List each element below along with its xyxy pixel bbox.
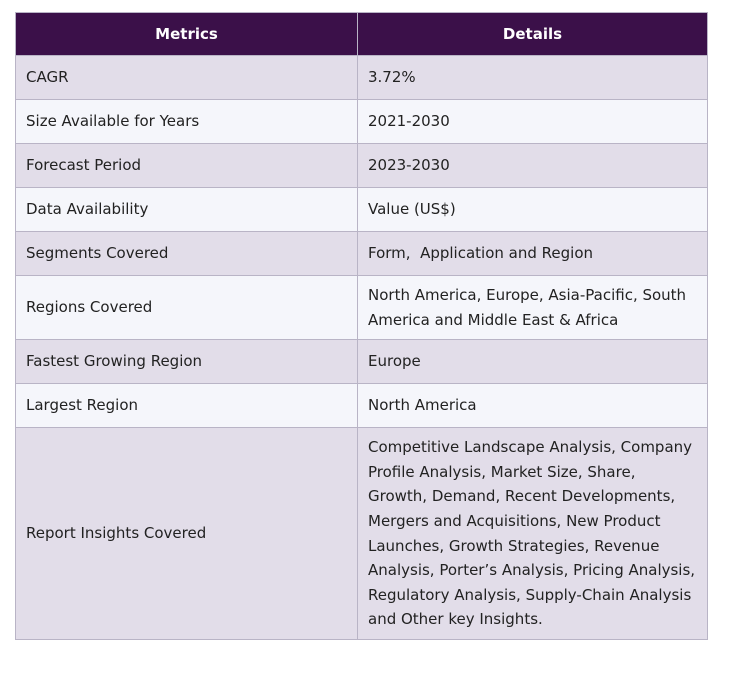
detail-cell: North America, Europe, Asia-Pacific, Sou… (357, 274, 708, 341)
metric-cell: Forecast Period (15, 143, 358, 188)
metric-cell: Size Available for Years (15, 99, 358, 144)
detail-cell: Europe (357, 339, 708, 385)
table-row: CAGR 3.72% (15, 55, 708, 100)
table-row: Data Availability Value (US$) (15, 187, 708, 232)
table-head: Metrics Details (15, 12, 708, 56)
table-row: Size Available for Years 2021-2030 (15, 99, 708, 144)
table-row: Regions Covered North America, Europe, As… (15, 274, 708, 341)
metric-cell: Fastest Growing Region (15, 339, 358, 385)
detail-cell: Competitive Landscape Analysis, Company … (357, 427, 708, 640)
detail-cell: North America (357, 383, 708, 429)
detail-cell: 2023-2030 (357, 143, 708, 188)
metric-cell: Regions Covered (15, 274, 358, 341)
table-row: Largest Region North America (15, 383, 708, 429)
table-body: CAGR 3.72% Size Available for Years 2021-20… (15, 55, 708, 640)
detail-cell: Value (US$) (357, 187, 708, 232)
header-cell: Details (357, 12, 708, 56)
metric-cell: Segments Covered (15, 231, 358, 276)
table-row: Fastest Growing Region Europe (15, 339, 708, 385)
metrics-table: Metrics Details CAGR 3.72% Size Available … (15, 12, 708, 640)
table-row: Segments Covered Form, Application and Re… (15, 231, 708, 276)
metric-cell: Data Availability (15, 187, 358, 232)
detail-cell: 3.72% (357, 55, 708, 100)
metric-cell: Largest Region (15, 383, 358, 429)
detail-cell: Form, Application and Region (357, 231, 708, 276)
header-cell: Metrics (15, 12, 358, 56)
metric-cell: CAGR (15, 55, 358, 100)
detail-cell: 2021-2030 (357, 99, 708, 144)
header-row: Metrics Details (15, 12, 708, 56)
table-row: Report Insights Covered Competitive Lands… (15, 427, 708, 640)
table-row: Forecast Period 2023-2030 (15, 143, 708, 188)
metric-cell: Report Insights Covered (15, 427, 358, 640)
